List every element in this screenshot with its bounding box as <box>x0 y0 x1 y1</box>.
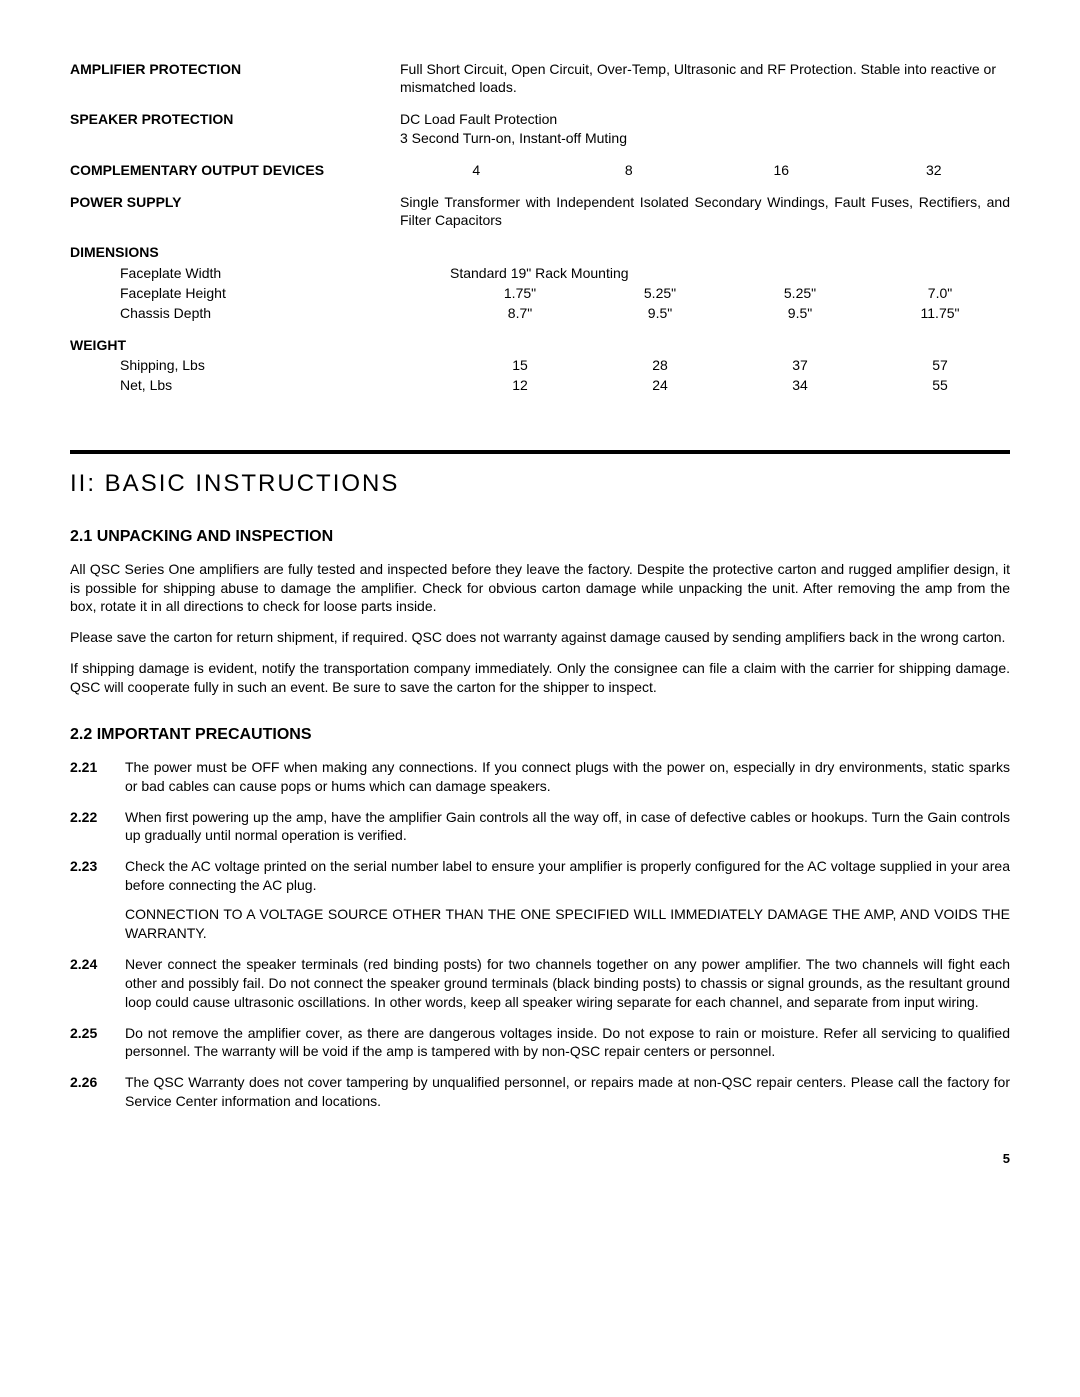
spec-output-devices: COMPLEMENTARY OUTPUT DEVICES 4 8 16 32 <box>70 161 1010 179</box>
precautions-list: 2.21The power must be OFF when making an… <box>70 758 1010 1111</box>
spec-col: 5.25" <box>590 284 730 302</box>
spec-col: 11.75" <box>870 304 1010 322</box>
precaution-item: 2.22When first powering up the amp, have… <box>70 808 1010 846</box>
spec-sublabel: Net, Lbs <box>70 376 450 394</box>
precaution-item: 2.21The power must be OFF when making an… <box>70 758 1010 796</box>
precaution-text: The power must be OFF when making any co… <box>125 758 1010 796</box>
body-paragraph: All QSC Series One amplifiers are fully … <box>70 560 1010 617</box>
spec-col: 4 <box>400 161 553 179</box>
precaution-number: 2.22 <box>70 808 125 846</box>
spec-label: DIMENSIONS <box>70 243 400 261</box>
spec-faceplate-width: Faceplate Width Standard 19" Rack Mounti… <box>70 264 1010 282</box>
spec-col: 55 <box>870 376 1010 394</box>
spec-col: 8.7" <box>450 304 590 322</box>
spec-col: 5.25" <box>730 284 870 302</box>
spec-cols: 1.75" 5.25" 5.25" 7.0" <box>450 284 1010 302</box>
spec-col: 24 <box>590 376 730 394</box>
spec-value: Standard 19" Rack Mounting <box>450 264 1010 282</box>
section-title: II: BASIC INSTRUCTIONS <box>70 468 1010 499</box>
specs-block: AMPLIFIER PROTECTION Full Short Circuit,… <box>70 60 1010 395</box>
spec-power-supply: POWER SUPPLY Single Transformer with Ind… <box>70 193 1010 229</box>
precaution-number: 2.21 <box>70 758 125 796</box>
spec-value: Single Transformer with Independent Isol… <box>400 193 1010 229</box>
precaution-item: 2.23Check the AC voltage printed on the … <box>70 857 1010 943</box>
spec-value: DC Load Fault Protection 3 Second Turn-o… <box>400 110 1010 146</box>
spec-sublabel: Faceplate Width <box>70 264 450 282</box>
precaution-text: Do not remove the amplifier cover, as th… <box>125 1024 1010 1062</box>
spec-col: 34 <box>730 376 870 394</box>
spec-col: 57 <box>870 356 1010 374</box>
spec-label: SPEAKER PROTECTION <box>70 110 400 146</box>
precaution-item: 2.26The QSC Warranty does not cover tamp… <box>70 1073 1010 1111</box>
spec-shipping-weight: Shipping, Lbs 15 28 37 57 <box>70 356 1010 374</box>
spec-col: 32 <box>858 161 1011 179</box>
spec-sublabel: Chassis Depth <box>70 304 450 322</box>
spec-sublabel: Shipping, Lbs <box>70 356 450 374</box>
spec-col: 37 <box>730 356 870 374</box>
spec-net-weight: Net, Lbs 12 24 34 55 <box>70 376 1010 394</box>
spec-value-line: 3 Second Turn-on, Instant-off Muting <box>400 129 1010 147</box>
spec-label: AMPLIFIER PROTECTION <box>70 60 400 96</box>
precaution-text: Check the AC voltage printed on the seri… <box>125 857 1010 943</box>
spec-col: 16 <box>705 161 858 179</box>
page-number: 5 <box>70 1151 1010 1168</box>
spec-sublabel: Faceplate Height <box>70 284 450 302</box>
spec-value: Full Short Circuit, Open Circuit, Over-T… <box>400 60 1010 96</box>
section-divider <box>70 450 1010 454</box>
precaution-text: Never connect the speaker terminals (red… <box>125 955 1010 1012</box>
spec-col: 7.0" <box>870 284 1010 302</box>
spec-col: 1.75" <box>450 284 590 302</box>
body-paragraph: Please save the carton for return shipme… <box>70 628 1010 647</box>
spec-cols: 4 8 16 32 <box>400 161 1010 179</box>
precaution-number: 2.26 <box>70 1073 125 1111</box>
spec-cols: 8.7" 9.5" 9.5" 11.75" <box>450 304 1010 322</box>
spec-col: 9.5" <box>730 304 870 322</box>
spec-label: COMPLEMENTARY OUTPUT DEVICES <box>70 161 400 179</box>
spec-cols: 15 28 37 57 <box>450 356 1010 374</box>
precaution-text: The QSC Warranty does not cover tamperin… <box>125 1073 1010 1111</box>
spec-col: 28 <box>590 356 730 374</box>
spec-col: 15 <box>450 356 590 374</box>
spec-label: WEIGHT <box>70 336 400 354</box>
precaution-item: 2.25Do not remove the amplifier cover, a… <box>70 1024 1010 1062</box>
spec-speaker-protection: SPEAKER PROTECTION DC Load Fault Protect… <box>70 110 1010 146</box>
spec-col: 12 <box>450 376 590 394</box>
subsection-title: 2.1 UNPACKING AND INSPECTION <box>70 527 1010 548</box>
spec-cols: 12 24 34 55 <box>450 376 1010 394</box>
precaution-number: 2.24 <box>70 955 125 1012</box>
spec-faceplate-height: Faceplate Height 1.75" 5.25" 5.25" 7.0" <box>70 284 1010 302</box>
spec-value-line: DC Load Fault Protection <box>400 110 1010 128</box>
spec-weight-header: WEIGHT <box>70 336 1010 354</box>
subsection-title: 2.2 IMPORTANT PRECAUTIONS <box>70 725 1010 746</box>
precaution-number: 2.25 <box>70 1024 125 1062</box>
spec-chassis-depth: Chassis Depth 8.7" 9.5" 9.5" 11.75" <box>70 304 1010 322</box>
precaution-item: 2.24Never connect the speaker terminals … <box>70 955 1010 1012</box>
precaution-text: When first powering up the amp, have the… <box>125 808 1010 846</box>
spec-label: POWER SUPPLY <box>70 193 400 229</box>
body-paragraph: If shipping damage is evident, notify th… <box>70 659 1010 697</box>
spec-col: 9.5" <box>590 304 730 322</box>
spec-col: 8 <box>553 161 706 179</box>
spec-dimensions-header: DIMENSIONS <box>70 243 1010 261</box>
spec-amp-protection: AMPLIFIER PROTECTION Full Short Circuit,… <box>70 60 1010 96</box>
precaution-number: 2.23 <box>70 857 125 943</box>
